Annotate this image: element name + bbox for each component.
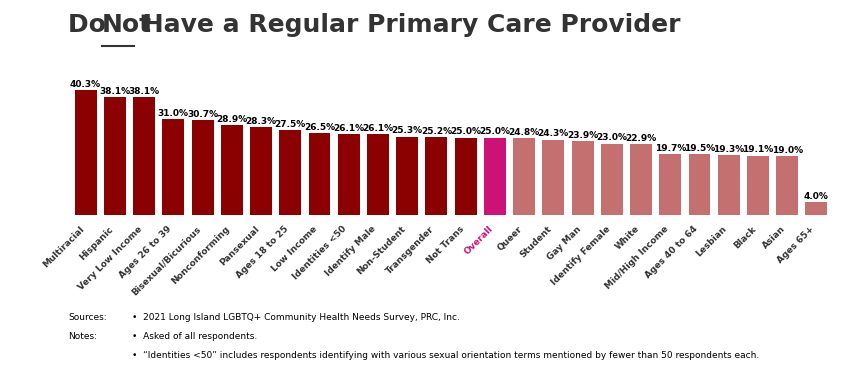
Bar	[163, 119, 185, 215]
Bar	[542, 139, 564, 215]
Text: 19.1%: 19.1%	[742, 145, 774, 155]
Text: 40.3%: 40.3%	[70, 80, 101, 89]
Bar	[250, 127, 272, 215]
Text: 28.9%: 28.9%	[216, 115, 248, 124]
Text: 25.2%: 25.2%	[421, 127, 452, 136]
Bar	[426, 137, 448, 215]
Text: 19.7%: 19.7%	[654, 144, 686, 152]
Text: 25.3%: 25.3%	[391, 127, 423, 135]
Bar	[806, 202, 827, 215]
Text: 25.0%: 25.0%	[450, 127, 481, 136]
Bar	[660, 154, 682, 215]
Text: 30.7%: 30.7%	[187, 110, 218, 119]
Text: Not: Not	[102, 13, 152, 37]
Text: 23.0%: 23.0%	[597, 134, 627, 142]
Text: 38.1%: 38.1%	[100, 87, 130, 96]
Text: 26.5%: 26.5%	[304, 123, 335, 132]
Text: 4.0%: 4.0%	[804, 192, 829, 201]
Text: •  Asked of all respondents.: • Asked of all respondents.	[132, 332, 257, 341]
Text: 31.0%: 31.0%	[157, 109, 189, 118]
Text: 19.5%: 19.5%	[684, 144, 715, 153]
Text: Have a Regular Primary Care Provider: Have a Regular Primary Care Provider	[134, 13, 680, 37]
Bar	[601, 144, 623, 215]
Text: 19.3%: 19.3%	[713, 145, 745, 154]
Bar	[279, 130, 301, 215]
Bar	[717, 155, 740, 215]
Bar	[191, 120, 214, 215]
Text: •  2021 Long Island LGBTQ+ Community Health Needs Survey, PRC, Inc.: • 2021 Long Island LGBTQ+ Community Heal…	[132, 313, 460, 322]
Bar	[75, 90, 96, 215]
Text: 19.0%: 19.0%	[772, 146, 802, 155]
Bar	[776, 156, 798, 215]
Bar	[688, 155, 711, 215]
Text: •  “Identities <50” includes respondents identifying with various sexual orienta: • “Identities <50” includes respondents …	[132, 351, 759, 360]
Bar	[367, 134, 389, 215]
Bar	[747, 156, 769, 215]
Text: 26.1%: 26.1%	[363, 124, 393, 133]
Bar	[309, 133, 330, 215]
Bar	[397, 137, 418, 215]
Text: 23.9%: 23.9%	[567, 131, 598, 139]
Text: 26.1%: 26.1%	[333, 124, 364, 133]
Text: 27.5%: 27.5%	[275, 120, 306, 129]
Text: 24.8%: 24.8%	[509, 128, 540, 137]
Text: 24.3%: 24.3%	[538, 130, 569, 138]
Bar	[220, 125, 243, 215]
Text: 38.1%: 38.1%	[129, 87, 160, 96]
Bar	[104, 97, 126, 215]
Text: 25.0%: 25.0%	[479, 127, 511, 136]
Text: Do: Do	[68, 13, 115, 37]
Text: Notes:: Notes:	[68, 332, 97, 341]
Bar	[572, 141, 593, 215]
Bar	[513, 138, 535, 215]
Text: 22.9%: 22.9%	[625, 134, 657, 143]
Bar	[484, 138, 505, 215]
Bar	[338, 134, 360, 215]
Bar	[630, 144, 652, 215]
Text: Sources:: Sources:	[68, 313, 106, 322]
Bar	[133, 97, 155, 215]
Text: 28.3%: 28.3%	[245, 117, 277, 126]
Bar	[454, 138, 477, 215]
